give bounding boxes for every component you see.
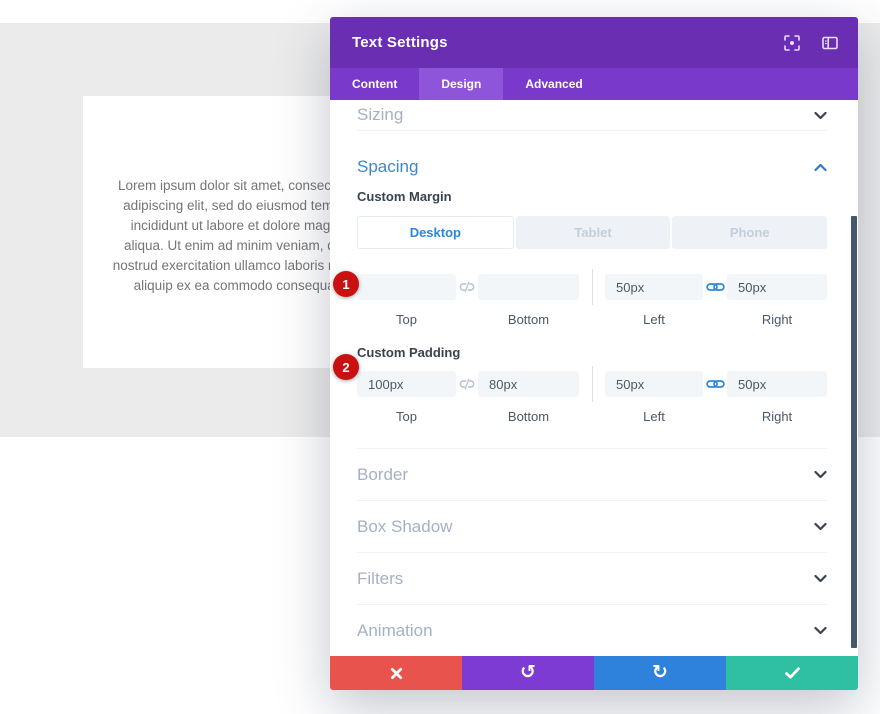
chevron-down-icon [814, 470, 827, 479]
tab-advanced[interactable]: Advanced [525, 77, 583, 91]
custom-margin-label: Custom Margin [357, 189, 452, 204]
chevron-down-icon [814, 111, 827, 119]
section-border[interactable]: Border [357, 449, 827, 501]
padding-bottom-input[interactable] [478, 371, 579, 397]
device-tab-desktop[interactable]: Desktop [357, 216, 514, 249]
chevron-down-icon [814, 522, 827, 531]
device-tab-phone[interactable]: Phone [672, 216, 828, 249]
right-label: Right [761, 312, 793, 327]
text-settings-modal: Text Settings Content Design Advanced [330, 17, 858, 690]
section-spacing-panel: Spacing Custom Margin Desktop Tablet Pho… [357, 131, 828, 449]
cancel-button[interactable] [330, 656, 462, 690]
device-toggle: Desktop Tablet Phone [357, 216, 828, 249]
modal-tab-bar: Content Design Advanced [330, 68, 858, 100]
unlink-icon[interactable] [456, 378, 478, 390]
padding-field-labels: Top Bottom Left Right [357, 409, 827, 424]
check-icon [784, 667, 800, 679]
top-label: Top [396, 409, 417, 424]
margin-fields-row [357, 269, 827, 305]
section-sizing-title: Sizing [357, 105, 404, 124]
step-badge-1: 1 [333, 271, 359, 297]
undo-button[interactable]: ↺ [462, 656, 594, 690]
margin-top-input[interactable] [357, 274, 456, 300]
section-box-shadow-title: Box Shadow [357, 516, 453, 536]
unlink-icon[interactable] [456, 281, 478, 293]
padding-fields-row [357, 366, 827, 402]
section-animation[interactable]: Animation [357, 605, 827, 656]
redo-button[interactable]: ↻ [594, 656, 726, 690]
margin-right-input[interactable] [727, 274, 827, 300]
section-box-shadow[interactable]: Box Shadow [357, 501, 827, 553]
section-animation-title: Animation [357, 620, 433, 640]
chevron-up-icon [814, 163, 827, 171]
margin-left-input[interactable] [605, 274, 703, 300]
undo-icon: ↺ [520, 660, 536, 683]
modal-header: Text Settings [330, 17, 858, 68]
fields-divider [591, 366, 593, 402]
section-filters[interactable]: Filters [357, 553, 827, 605]
margin-bottom-input[interactable] [478, 274, 579, 300]
focus-icon[interactable] [784, 34, 800, 51]
padding-right-input[interactable] [727, 371, 827, 397]
modal-action-bar: ↺ ↻ [330, 656, 858, 690]
section-spacing[interactable]: Spacing [357, 131, 827, 179]
tab-content[interactable]: Content [352, 77, 398, 91]
link-icon[interactable] [703, 378, 727, 390]
left-label: Left [643, 409, 665, 424]
close-icon [390, 667, 402, 679]
chevron-down-icon [814, 574, 827, 583]
bottom-label: Bottom [507, 312, 550, 327]
modal-scrollbar[interactable] [851, 216, 857, 648]
device-tab-tablet[interactable]: Tablet [515, 216, 671, 249]
modal-body: Sizing Spacing Custom Margin Desktop Tab… [330, 100, 858, 656]
lorem-paragraph: Lorem ipsum dolor sit amet, consectetur … [112, 178, 364, 293]
redo-icon: ↻ [652, 660, 668, 683]
fields-divider [591, 269, 593, 305]
link-icon[interactable] [703, 281, 727, 293]
margin-field-labels: Top Bottom Left Right [357, 312, 827, 327]
section-sizing[interactable]: Sizing [357, 100, 827, 131]
right-label: Right [761, 409, 793, 424]
custom-padding-label: Custom Padding [357, 345, 461, 360]
chevron-down-icon [814, 626, 827, 635]
tab-design[interactable]: Design [419, 68, 504, 100]
left-label: Left [643, 312, 665, 327]
modal-title: Text Settings [352, 34, 448, 51]
padding-left-input[interactable] [605, 371, 703, 397]
section-filters-title: Filters [357, 568, 404, 588]
padding-top-input[interactable] [357, 371, 456, 397]
sidebar-toggle-icon[interactable] [822, 35, 838, 51]
save-button[interactable] [726, 656, 858, 690]
bottom-label: Bottom [507, 409, 550, 424]
step-badge-2: 2 [333, 354, 359, 380]
section-spacing-title: Spacing [357, 157, 419, 176]
section-border-title: Border [357, 464, 409, 484]
top-label: Top [396, 312, 417, 327]
